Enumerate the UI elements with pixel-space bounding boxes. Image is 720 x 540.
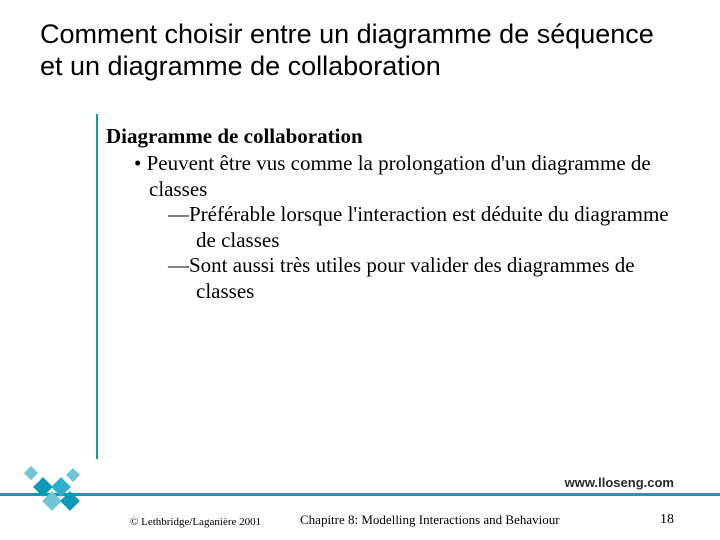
content-block: Diagramme de collaboration • Peuvent êtr…: [106, 124, 670, 305]
corner-decoration: [16, 440, 116, 520]
slide-title: Comment choisir entre un diagramme de sé…: [40, 18, 680, 83]
chapter-text: Chapitre 8: Modelling Interactions and B…: [300, 512, 560, 528]
dash-level2-2: —Sont aussi très utiles pour valider des…: [168, 253, 670, 304]
page-number: 18: [660, 512, 674, 528]
copyright-text: © Lethbridge/Laganière 2001: [130, 516, 261, 528]
left-vertical-rule: [96, 114, 98, 459]
footer-url: www.lloseng.com: [565, 475, 674, 490]
section-heading: Diagramme de collaboration: [106, 124, 670, 149]
dash-level2-1: —Préférable lorsque l'interaction est dé…: [168, 202, 670, 253]
bullet-level1: • Peuvent être vus comme la prolongation…: [134, 151, 670, 202]
